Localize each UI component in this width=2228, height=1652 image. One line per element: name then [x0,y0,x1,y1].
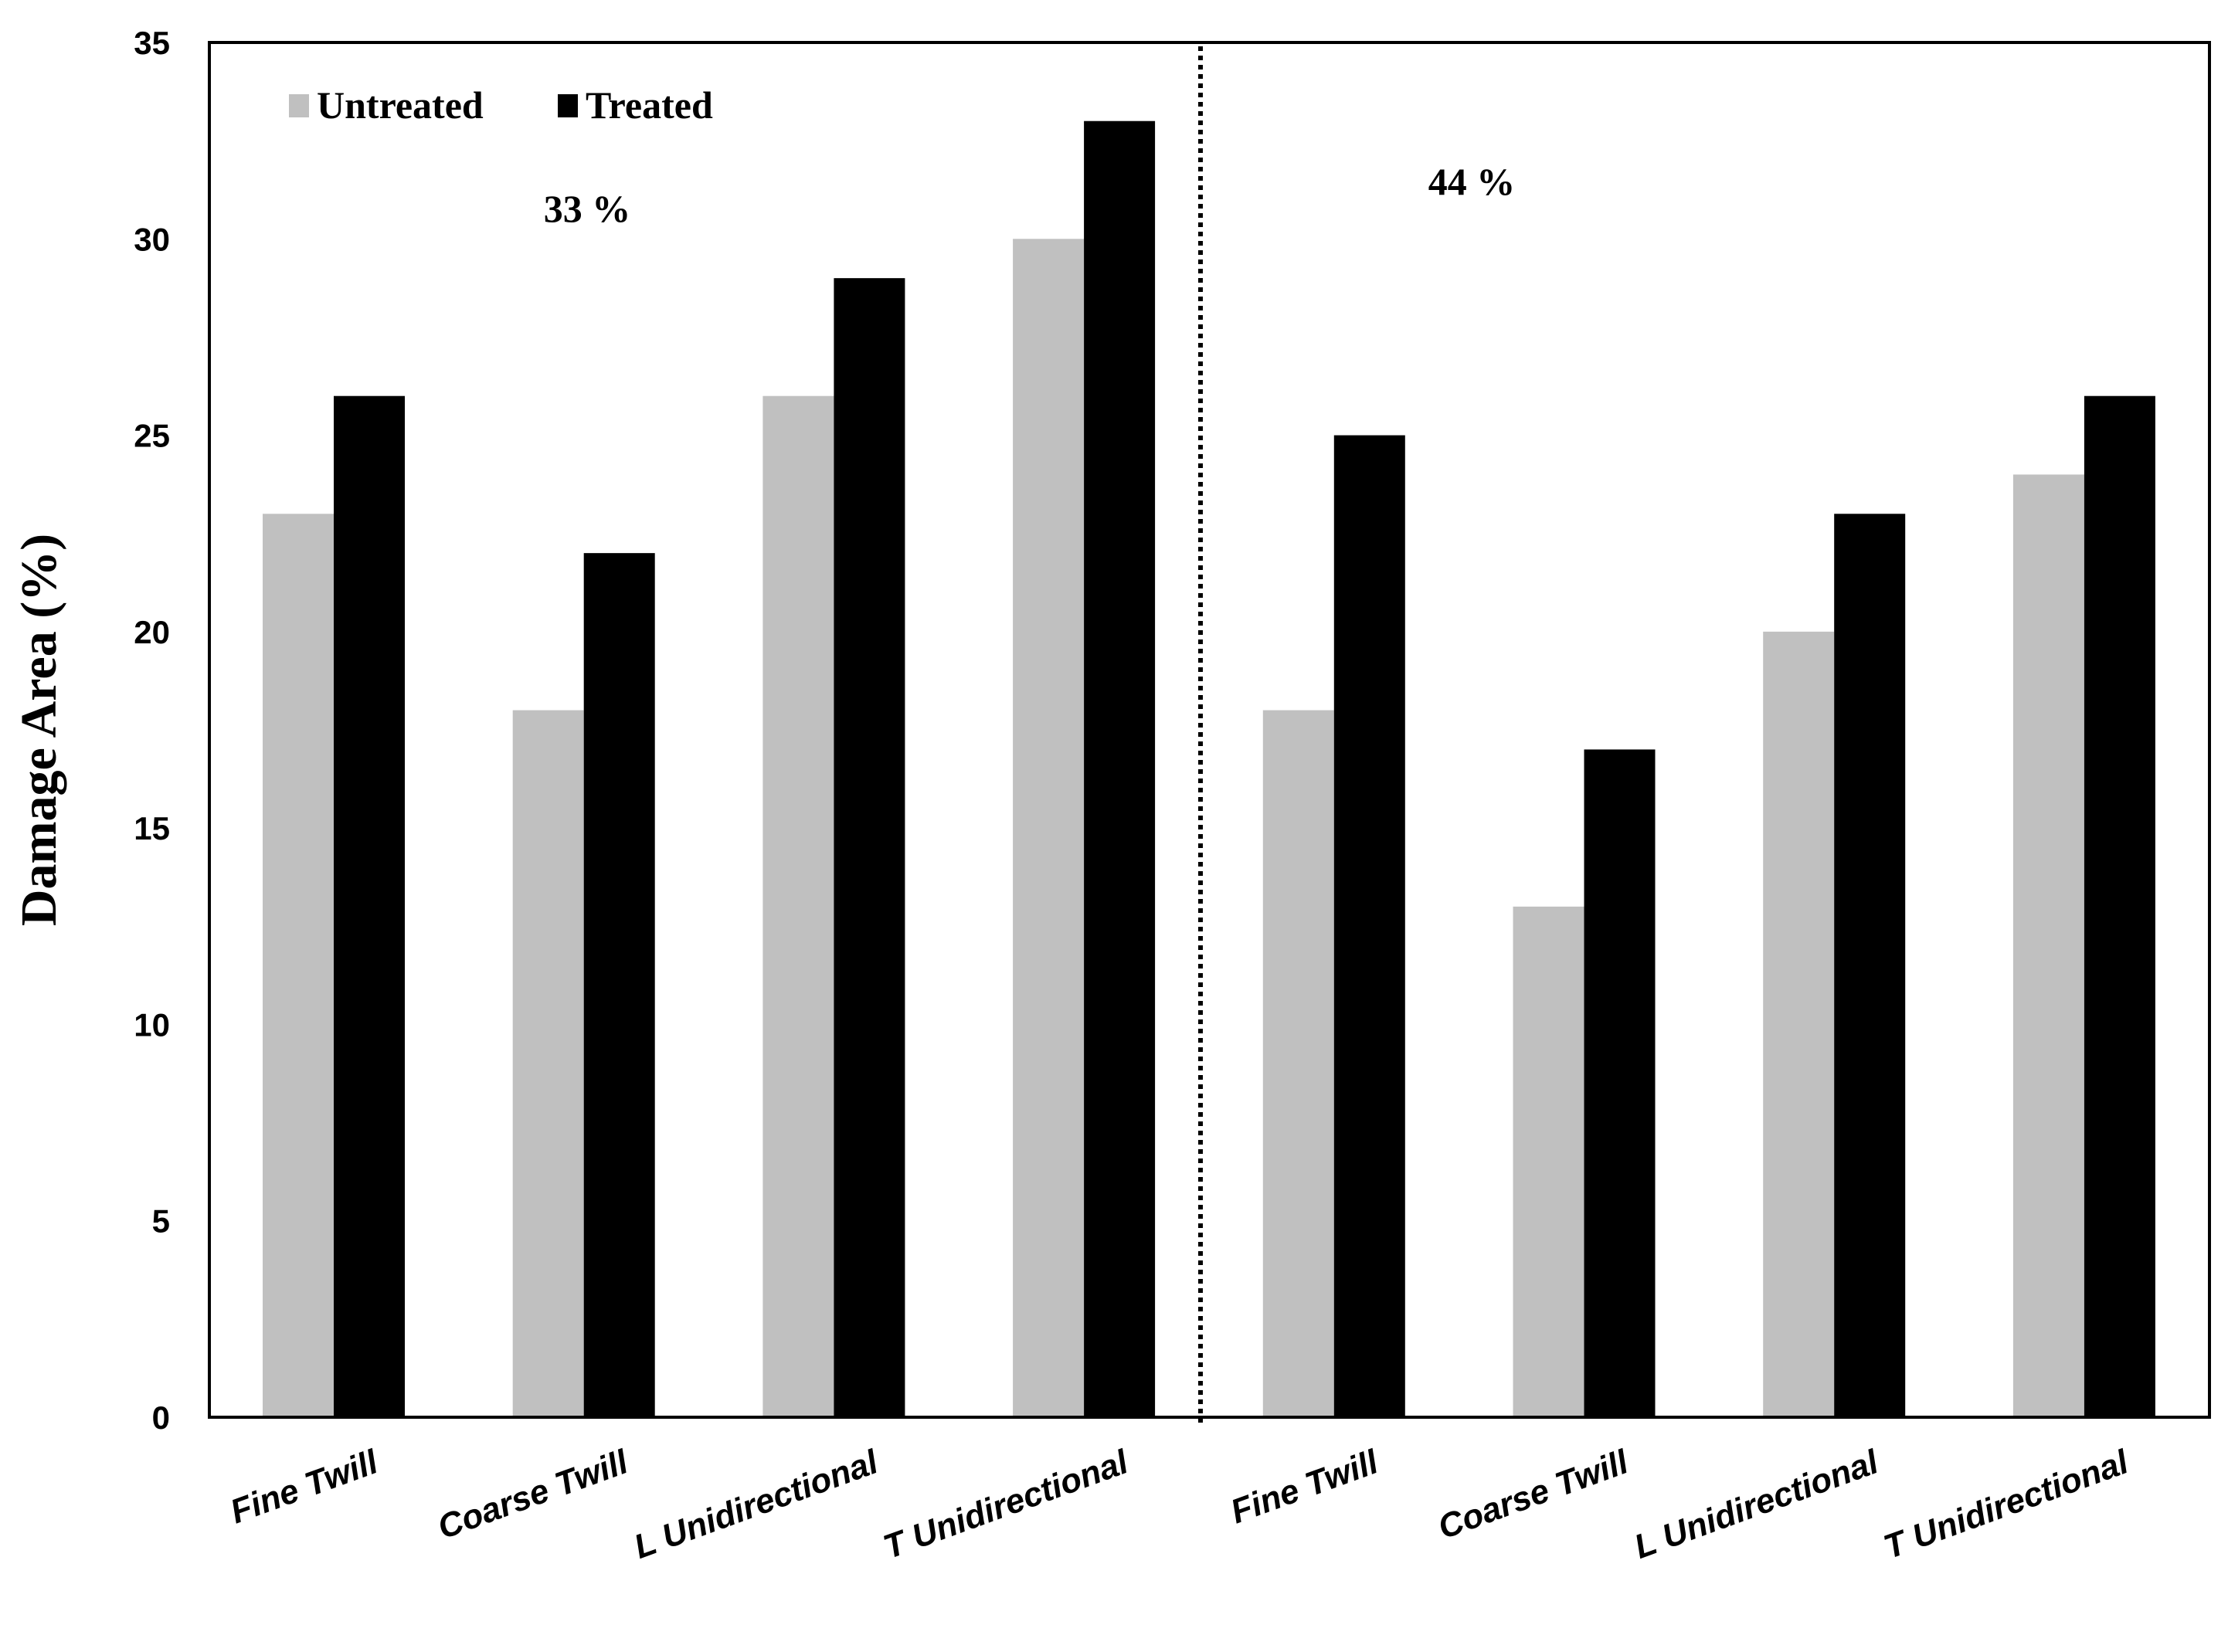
annotation-left: 33 % [544,187,631,230]
bar-treated-6 [1834,514,1906,1418]
x-tick-label: Coarse Twill [1433,1443,1634,1546]
bar-treated-7 [2084,395,2155,1417]
y-tick-label: 25 [134,418,170,454]
bar-untreated-2 [762,395,834,1417]
y-tick-label: 35 [134,25,170,61]
bar-treated-3 [1084,120,1156,1418]
y-tick-label: 15 [134,810,170,846]
x-tick-label: Fine Twill [1226,1443,1384,1531]
annotation-right: 44 % [1428,160,1516,203]
y-tick-label: 10 [134,1006,170,1043]
y-axis-label: Damage Area (%) [11,534,67,926]
bar-untreated-0 [263,514,334,1418]
bar-untreated-1 [512,710,584,1417]
x-tick-label: T Unidirectional [1879,1443,2134,1566]
y-tick-label: 5 [152,1203,170,1240]
x-tick-label: L Unidirectional [629,1443,883,1566]
y-tick-label: 0 [152,1399,170,1436]
x-tick-label: Coarse Twill [433,1443,633,1546]
legend-swatch-untreated [289,94,309,117]
legend-swatch-treated [558,94,578,117]
bar-untreated-3 [1013,239,1085,1418]
bar-untreated-5 [1513,906,1584,1417]
legend: Untreated Treated [289,83,713,127]
x-tick-label: L Unidirectional [1629,1443,1883,1566]
bar-treated-2 [834,278,905,1418]
y-tick-label: 20 [134,614,170,650]
x-tick-label: Fine Twill [226,1443,383,1531]
bar-untreated-7 [2012,474,2084,1417]
plot-frame [208,41,2211,1419]
bar-treated-0 [334,395,405,1417]
legend-label-untreated: Untreated [317,83,484,127]
legend-label-treated: Treated [586,83,713,127]
bar-treated-1 [583,553,655,1418]
bar-treated-4 [1333,435,1405,1417]
bar-untreated-6 [1763,631,1835,1417]
bar-treated-5 [1584,749,1656,1417]
x-tick-label: T Unidirectional [878,1443,1133,1566]
bar-untreated-4 [1262,710,1334,1417]
y-tick-label: 30 [134,221,170,257]
